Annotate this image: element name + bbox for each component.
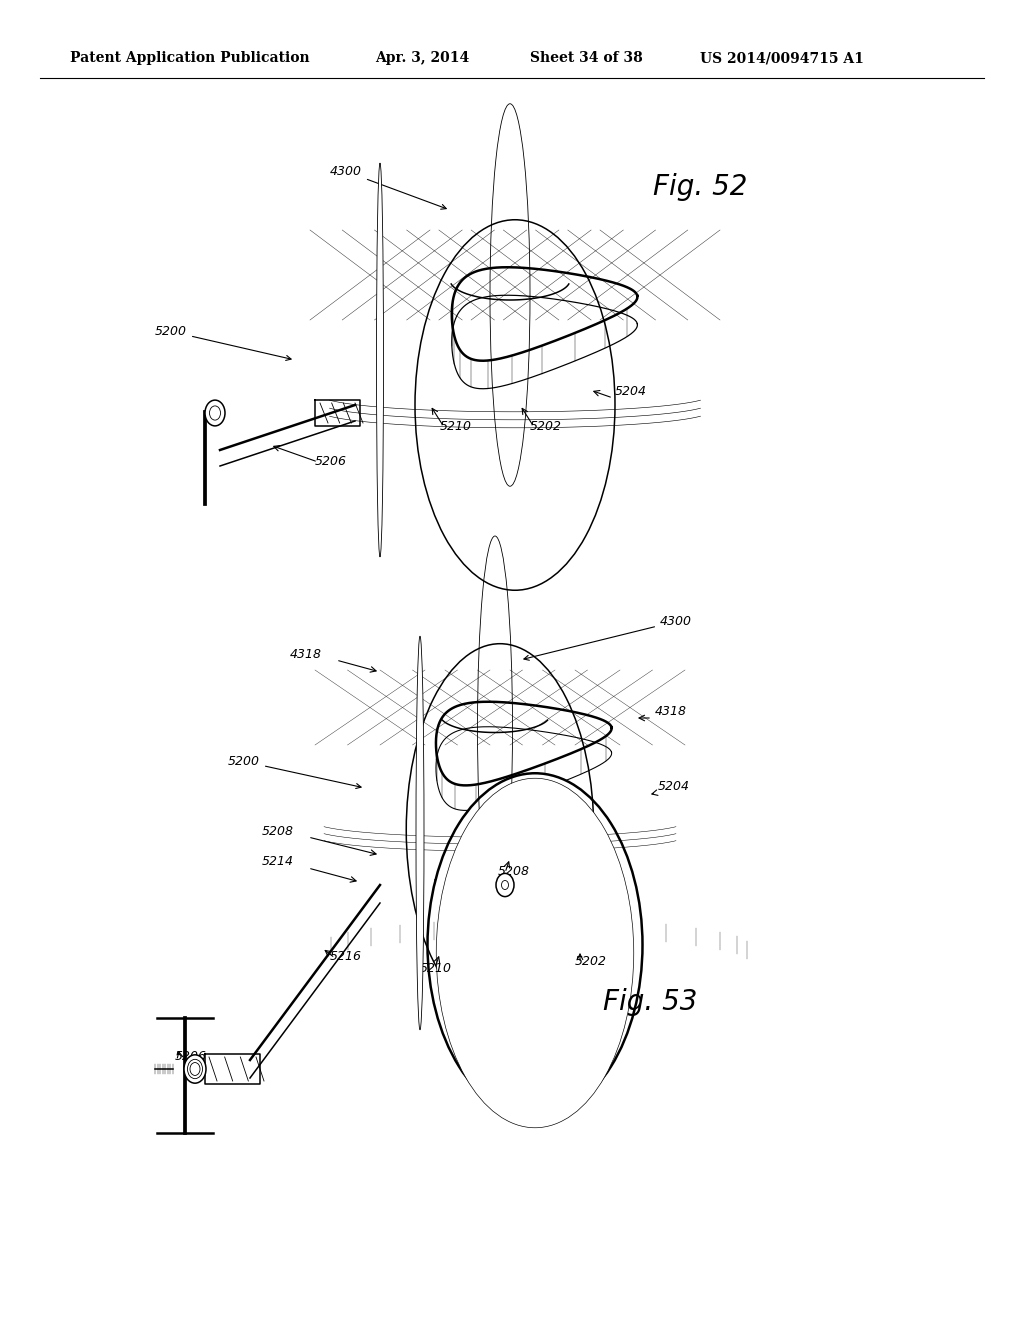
Text: 5204: 5204 [615, 385, 647, 399]
Ellipse shape [377, 164, 384, 557]
Circle shape [210, 407, 220, 420]
Circle shape [502, 880, 509, 890]
Ellipse shape [427, 774, 642, 1117]
Text: Patent Application Publication: Patent Application Publication [70, 51, 309, 65]
Text: 5208: 5208 [498, 865, 530, 878]
Text: 5202: 5202 [575, 954, 607, 968]
Text: 5216: 5216 [330, 950, 362, 964]
Text: 5202: 5202 [530, 420, 562, 433]
Circle shape [205, 400, 225, 426]
Text: US 2014/0094715 A1: US 2014/0094715 A1 [700, 51, 864, 65]
Ellipse shape [436, 779, 634, 1127]
Text: Sheet 34 of 38: Sheet 34 of 38 [530, 51, 643, 65]
Text: Apr. 3, 2014: Apr. 3, 2014 [375, 51, 469, 65]
Text: 5210: 5210 [420, 962, 452, 975]
Text: 5200: 5200 [228, 755, 361, 788]
Text: 4318: 4318 [290, 648, 322, 661]
Text: 5200: 5200 [155, 325, 291, 360]
Ellipse shape [416, 636, 424, 1030]
Text: Fig. 53: Fig. 53 [603, 987, 697, 1016]
Text: 5208: 5208 [262, 825, 294, 838]
Text: 5206: 5206 [175, 1049, 207, 1063]
Text: 4300: 4300 [524, 615, 692, 660]
Text: 5206: 5206 [315, 455, 347, 469]
Text: 5204: 5204 [658, 780, 690, 793]
Text: Fig. 52: Fig. 52 [653, 173, 748, 201]
Circle shape [184, 1055, 206, 1084]
Text: 5214: 5214 [262, 855, 294, 869]
Text: 4318: 4318 [655, 705, 687, 718]
Circle shape [187, 1060, 203, 1078]
Text: 5210: 5210 [440, 420, 472, 433]
Circle shape [190, 1063, 200, 1076]
Circle shape [496, 874, 514, 896]
Text: 4300: 4300 [330, 165, 446, 209]
